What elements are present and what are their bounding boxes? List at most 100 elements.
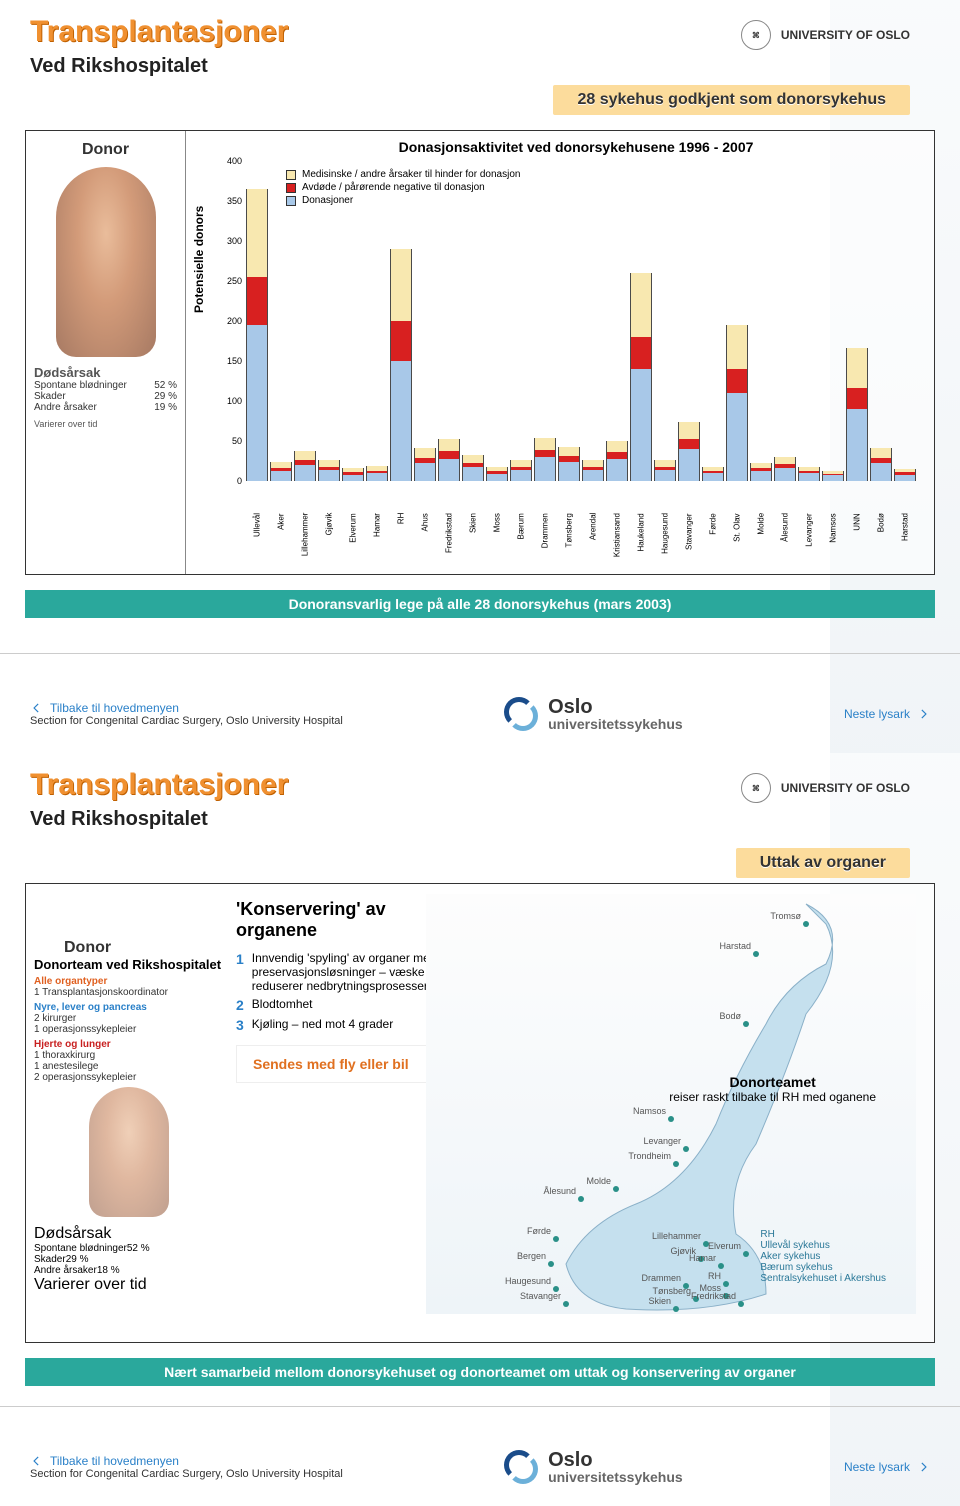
oslo-hospital-item: Ullevål sykehus <box>760 1240 886 1251</box>
oslo-logo-big: Oslo <box>548 697 683 717</box>
bar-st. olav: St. Olav <box>726 325 748 481</box>
team-item: 1 thoraxkirurg <box>34 1050 224 1061</box>
donor-heading: Donor <box>34 141 177 159</box>
bar-unn: UNN <box>846 348 868 481</box>
y-tick: 350 <box>227 196 242 206</box>
bar-label: Namsos <box>829 513 838 542</box>
map-city-label: Stavanger <box>520 1291 561 1301</box>
bar-drammen: Drammen <box>534 438 556 481</box>
uio-logo-text: UNIVERSITY OF OSLO <box>781 28 910 42</box>
team-item: 1 operasjonssykepleier <box>34 1024 224 1035</box>
donorteam-returns-box: Donorteamet reiser raskt tilbake til RH … <box>669 1074 876 1104</box>
bar-ålesund: Ålesund <box>774 457 796 481</box>
bar-label: Kristiansand <box>613 513 622 557</box>
bar-fredrikstad: Fredrikstad <box>438 439 460 481</box>
bar-label: Førde <box>709 513 718 534</box>
bar-label: RH <box>397 513 406 525</box>
bar-aker: Aker <box>270 462 292 481</box>
map-city-label: Tromsø <box>770 911 801 921</box>
team-category: Hjerte og lunger <box>34 1039 224 1050</box>
bar-kristiansand: Kristiansand <box>606 441 628 481</box>
y-axis-label: Potensielle donors <box>192 205 206 312</box>
cause-row: Andre årsaker18 % <box>34 1265 224 1276</box>
map-city-dot <box>673 1306 679 1312</box>
map-city-label: Fredrikstad <box>691 1291 736 1301</box>
map-city-label: Tønsberg <box>652 1286 691 1296</box>
oslo-logo-big: Oslo <box>548 1450 683 1470</box>
chart-area: 050100150200250300350400 UllevålAkerLill… <box>246 161 916 511</box>
bar-bærum: Bærum <box>510 460 532 481</box>
map-city-label: Harstad <box>719 941 751 951</box>
responsible-doctor-banner: Donoransvarlig lege på alle 28 donorsyke… <box>25 590 935 618</box>
donorteam-box-text: reiser raskt tilbake til RH med oganene <box>669 1090 876 1104</box>
map-city-dot <box>553 1236 559 1242</box>
map-city-label: RH <box>708 1271 721 1281</box>
donorteam-box-heading: Donorteamet <box>669 1074 876 1090</box>
team-category: Nyre, lever og pancreas <box>34 1002 224 1013</box>
content-box: Donor Dødsårsak Spontane blødninger52 %S… <box>25 130 935 575</box>
bar-stavanger: Stavanger <box>678 422 700 481</box>
bar-label: Bærum <box>517 513 526 539</box>
bar-label: Harstad <box>901 513 910 541</box>
donor-column: Donor Donorteam ved Rikshospitalet Alle … <box>34 939 224 1294</box>
cause-row: Spontane blødninger52 % <box>34 380 177 391</box>
bar-label: Haukeland <box>637 513 646 551</box>
bar-haugesund: Haugesund <box>654 460 676 481</box>
footer-left: Tilbake til hovedmenyen Section for Cong… <box>30 1454 343 1480</box>
map-city-dot <box>743 1021 749 1027</box>
back-link-text: Tilbake til hovedmenyen <box>50 701 179 715</box>
donor-heading: Donor <box>34 939 224 957</box>
y-tick: 250 <box>227 276 242 286</box>
uio-logo: ⌘ UNIVERSITY OF OSLO <box>741 773 910 803</box>
next-link-text: Neste lysark <box>844 1460 910 1474</box>
map-city-label: Trondheim <box>628 1151 671 1161</box>
oslo-hospital-logo: Oslo universitetssykehus <box>504 1450 683 1484</box>
y-tick: 150 <box>227 356 242 366</box>
bar-label: Arendal <box>589 513 598 541</box>
bar-lillehammer: Lillehammer <box>294 451 316 481</box>
back-link-text: Tilbake til hovedmenyen <box>50 1454 179 1468</box>
bar-haukeland: Haukeland <box>630 273 652 481</box>
cause-of-death-heading: Dødsårsak <box>34 1225 224 1243</box>
footer: Tilbake til hovedmenyen Section for Cong… <box>0 653 960 753</box>
map-city-dot <box>578 1196 584 1202</box>
uio-logo-text: UNIVERSITY OF OSLO <box>781 781 910 795</box>
bar-label: St. Olav <box>733 513 742 541</box>
map-city-dot <box>743 1251 749 1257</box>
bar-label: Ålesund <box>781 513 790 542</box>
bar-label: Tønsberg <box>565 513 574 547</box>
cause-row: Skader29 % <box>34 1254 224 1265</box>
footer-left: Tilbake til hovedmenyen Section for Cong… <box>30 701 343 727</box>
slide-2: Transplantasjoner Ved Rikshospitalet ⌘ U… <box>0 753 960 1506</box>
bar-førde: Førde <box>702 467 724 481</box>
map-city-label: Bergen <box>517 1251 546 1261</box>
map-city-dot <box>668 1116 674 1122</box>
oslo-hospital-item: Aker sykehus <box>760 1251 886 1262</box>
chart-column: Donasjonsaktivitet ved donorsykehusene 1… <box>186 131 934 574</box>
oslo-logo-icon <box>504 697 538 731</box>
back-to-menu-link[interactable]: Tilbake til hovedmenyen <box>30 1454 343 1468</box>
y-tick: 400 <box>227 156 242 166</box>
y-tick: 0 <box>237 476 242 486</box>
slide-subtitle: Ved Rikshospitalet <box>30 55 208 78</box>
next-slide-link[interactable]: Neste lysark <box>844 1460 930 1474</box>
chart-bars: UllevålAkerLillehammerGjøvikElverumHamar… <box>246 161 916 481</box>
next-link-text: Neste lysark <box>844 707 910 721</box>
bar-hamar: Hamar <box>366 466 388 481</box>
norway-map: TromsøHarstadBodøNamsosLevangerTrondheim… <box>426 894 916 1314</box>
bar-label: Elverum <box>349 513 358 542</box>
back-to-menu-link[interactable]: Tilbake til hovedmenyen <box>30 701 343 715</box>
bar-label: Ullevål <box>253 513 262 537</box>
oslo-logo-small: universitetssykehus <box>548 1470 683 1484</box>
map-city-label: Ålesund <box>543 1186 576 1196</box>
y-axis: 050100150200250300350400 <box>216 161 246 511</box>
donor-column: Donor Dødsårsak Spontane blødninger52 %S… <box>26 131 186 574</box>
content-box: Donor Donorteam ved Rikshospitalet Alle … <box>25 883 935 1343</box>
donorteam-heading: Donorteam ved Rikshospitalet <box>34 957 224 972</box>
next-slide-link[interactable]: Neste lysark <box>844 707 930 721</box>
map-city-label: Hamar <box>689 1253 716 1263</box>
team-item: 2 operasjonssykepleier <box>34 1072 224 1083</box>
anatomy-illustration <box>89 1087 169 1217</box>
slide-1: Transplantasjoner Ved Rikshospitalet ⌘ U… <box>0 0 960 753</box>
uio-seal-icon: ⌘ <box>741 20 771 50</box>
